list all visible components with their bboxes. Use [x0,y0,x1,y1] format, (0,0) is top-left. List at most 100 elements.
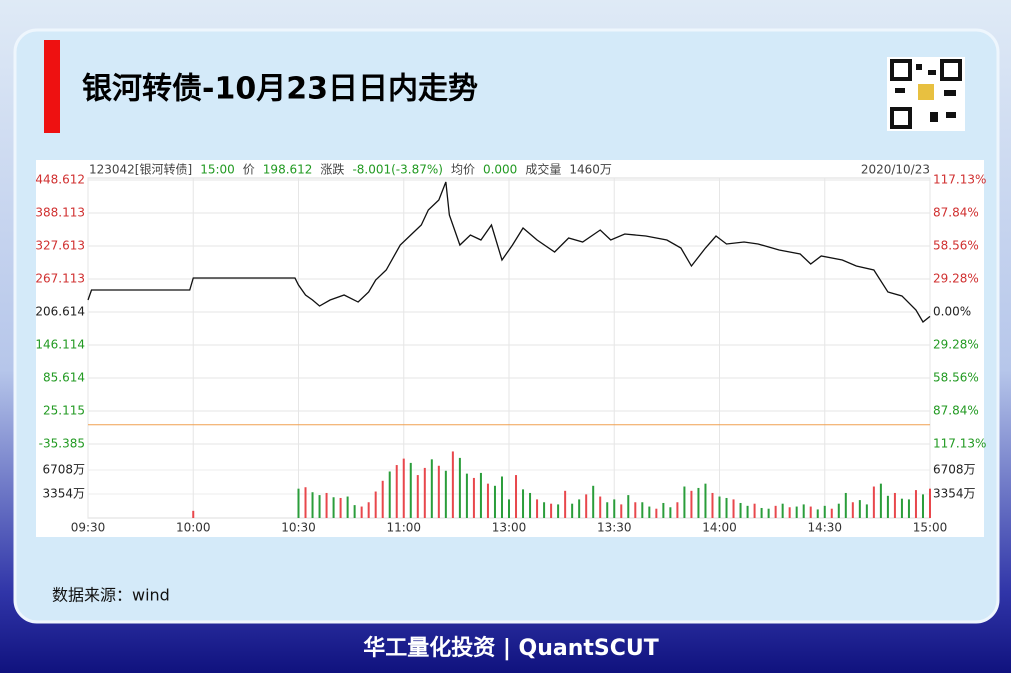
accent-bar [44,40,60,133]
volume-bar [529,492,532,518]
y2-tick-label: 0.00% [933,305,971,319]
x-tick-label: 09:30 [71,521,106,535]
volume-bar [571,503,574,518]
volume-bar [192,510,195,518]
header-avg-label: 均价 [451,163,475,177]
volume-bar [508,499,510,518]
volume-bar [711,492,714,518]
volume-bar [395,465,398,518]
volume-bar [381,480,384,518]
volume-bar [634,502,637,518]
volume-bar [648,506,651,518]
header-vol: 1460万 [569,163,612,177]
volume-bar [886,495,889,518]
volume-bar [914,490,917,518]
volume-bar [929,488,931,518]
volume-bar [430,459,433,518]
volume-bar [774,505,777,518]
chart-panel [36,160,984,537]
header-time: 15:00 [200,163,235,177]
volume-bar [578,499,581,518]
volume-bar [557,504,560,518]
volume-bar [564,490,567,518]
volume-bar [662,502,665,518]
volume-bar [676,502,679,518]
volume-bar [760,507,763,518]
volume-bar [879,483,882,518]
x-tick-label: 10:30 [281,521,316,535]
volume-bar [388,471,391,518]
volume-bar [409,462,412,518]
volume-bar [500,476,503,518]
x-tick-label: 13:30 [597,521,632,535]
volume-bar [690,490,693,518]
volume-bar [851,502,854,518]
x-tick-label: 13:00 [492,521,527,535]
qr-code [887,57,965,131]
x-tick-label: 10:00 [176,521,211,535]
volume-bar [550,503,553,518]
source: 数据来源：wind [52,586,170,605]
volume-bar [486,483,489,518]
y2-tick-label: 58.56% [933,239,979,253]
volume-bar [360,506,363,518]
volume-bar [599,496,602,518]
y2-tick-label: 117.13% [933,173,986,187]
volume-bar [704,483,707,518]
volume-bar [543,502,546,518]
volume-bar [683,486,686,518]
volume-bar [297,488,300,518]
volume-bar [465,473,468,518]
volume-bar [444,470,447,518]
volume-tick-label: 6708万 [933,463,976,477]
volume-bar [606,502,609,518]
y-tick-label: -35.385 [39,437,85,451]
y2-tick-label: 29.28% [933,337,979,351]
volume-bar [907,499,910,518]
volume-tick-label: 6708万 [42,463,85,477]
volume-bar [872,486,875,518]
header-price: 198.612 [263,163,313,177]
volume-bar [536,499,539,518]
y-tick-label: 206.614 [35,304,85,318]
volume-bar [900,498,903,518]
volume-bar [493,485,496,518]
y2-tick-label: 58.56% [933,370,979,384]
price-line [87,181,931,323]
header-vol-label: 成交量 [525,162,561,177]
volume-bar [627,495,630,518]
x-tick-label: 14:30 [807,521,842,535]
volume-bar [522,489,525,518]
y-tick-label: 146.114 [35,337,85,351]
volume-bar [725,497,728,518]
volume-bar [374,491,377,518]
y-tick-label: 267.113 [35,272,85,286]
volume-bar [472,477,475,518]
volume-bar [585,494,588,518]
volume-bar [767,508,770,518]
volume-bar [753,503,756,518]
y-tick-label: 85.614 [43,371,85,385]
header-change: -8.001(-3.87%) [352,163,443,177]
volume-bar [311,492,314,518]
y2-tick-label: 29.28% [933,272,979,286]
volume-bar [893,492,896,518]
volume-bar [353,505,356,518]
volume-bar [921,494,924,518]
y2-tick-label: 117.13% [933,437,986,451]
volume-bar [367,502,370,518]
header-code: 123042[银河转债] [89,162,192,177]
volume-bar [739,502,742,518]
volume-bar [339,497,342,518]
x-tick-label: 14:00 [702,521,737,535]
volume-bar [479,472,482,518]
x-tick-label: 15:00 [913,521,948,535]
volume-bar [844,492,847,518]
header-avg: 0.000 [483,163,517,177]
volume-bar [809,506,812,518]
volume-bar [823,505,826,518]
y-tick-label: 388.113 [35,205,85,219]
y2-tick-label: 87.84% [933,206,979,220]
volume-bar [802,504,805,518]
